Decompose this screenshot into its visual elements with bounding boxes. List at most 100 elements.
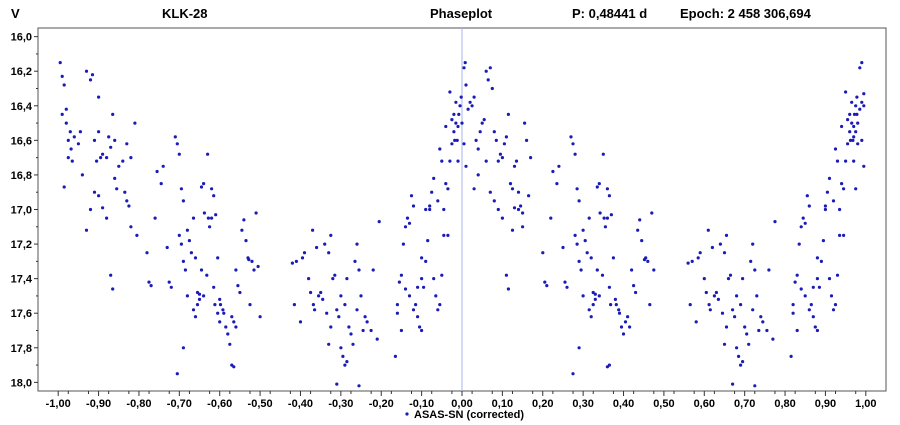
- data-point: [462, 142, 466, 146]
- data-point: [212, 194, 216, 198]
- data-point: [506, 112, 510, 116]
- data-point: [226, 332, 230, 336]
- data-point: [648, 303, 652, 307]
- data-point: [512, 164, 517, 168]
- data-point: [492, 199, 496, 203]
- x-axis: -1,00 -0,90 -0,80 -0,70 -0,60 -0,50 -0,40 -0,30…: [46, 391, 877, 410]
- data-point: [761, 320, 765, 324]
- data-point: [722, 342, 727, 346]
- data-point: [335, 382, 339, 386]
- data-point: [593, 297, 597, 301]
- data-point: [598, 211, 602, 215]
- data-point: [831, 199, 836, 203]
- data-point: [486, 78, 490, 82]
- data-point: [363, 315, 367, 319]
- data-point: [202, 182, 206, 186]
- data-point: [860, 138, 864, 142]
- data-point: [613, 297, 618, 301]
- data-point: [438, 147, 442, 151]
- data-point: [70, 159, 74, 163]
- data-point: [206, 216, 210, 220]
- data-point: [432, 176, 436, 180]
- data-point: [626, 315, 630, 319]
- data-point: [212, 285, 216, 289]
- y-tick-label: 16,2: [11, 66, 32, 78]
- data-point: [218, 303, 223, 307]
- data-point: [811, 315, 815, 319]
- data-point: [791, 311, 795, 315]
- data-point: [823, 207, 828, 212]
- data-point: [628, 325, 632, 329]
- epoch-label: Epoch: 2 458 306,694: [680, 6, 812, 21]
- data-point: [690, 259, 694, 263]
- data-point: [630, 268, 634, 272]
- data-point: [90, 73, 95, 77]
- data-point: [80, 173, 84, 177]
- data-point: [202, 294, 206, 298]
- data-point: [355, 308, 359, 312]
- data-point: [737, 354, 741, 358]
- data-point: [860, 100, 864, 104]
- data-point: [430, 190, 434, 194]
- data-point: [463, 61, 467, 65]
- data-point: [739, 303, 743, 307]
- data-point: [605, 187, 610, 191]
- data-point: [462, 66, 466, 70]
- x-tick-label: 0,30: [572, 398, 593, 410]
- data-point: [549, 216, 553, 220]
- data-point: [460, 121, 464, 125]
- data-point: [573, 152, 577, 156]
- data-point: [401, 242, 405, 246]
- x-tick-label: 0,10: [492, 398, 513, 410]
- data-point: [169, 285, 173, 289]
- data-point: [420, 277, 424, 281]
- data-point: [714, 290, 719, 295]
- x-tick-label: 0,60: [694, 398, 715, 410]
- data-point: [840, 182, 844, 186]
- x-tick-label: -0,60: [207, 398, 232, 410]
- data-point: [216, 256, 220, 260]
- data-point: [587, 308, 591, 312]
- data-point: [185, 294, 189, 298]
- data-point: [294, 259, 298, 263]
- data-point: [793, 280, 797, 284]
- data-point: [424, 207, 428, 212]
- data-point: [345, 277, 349, 281]
- data-point: [600, 273, 605, 277]
- data-point: [842, 187, 846, 191]
- data-point: [688, 303, 692, 307]
- data-point: [504, 135, 508, 139]
- y-tick-label: 17,4: [11, 274, 33, 286]
- x-tick-label: -0,70: [167, 398, 192, 410]
- data-point: [490, 86, 494, 91]
- data-point: [636, 228, 640, 232]
- x-tick-label: 1,00: [855, 398, 876, 410]
- data-point: [222, 311, 226, 315]
- data-point: [181, 199, 185, 203]
- data-point: [298, 320, 303, 324]
- data-point: [258, 315, 262, 319]
- data-point: [371, 268, 375, 272]
- data-point: [492, 130, 496, 134]
- data-point: [450, 142, 454, 146]
- data-point: [854, 104, 858, 108]
- data-point: [852, 135, 856, 139]
- y-tick-label: 17,0: [11, 205, 32, 217]
- data-point: [607, 194, 612, 198]
- data-point: [708, 308, 712, 312]
- data-point: [453, 138, 457, 142]
- data-point: [444, 182, 448, 186]
- data-point: [494, 138, 498, 142]
- data-point: [811, 285, 815, 289]
- data-point: [848, 130, 852, 134]
- data-point: [484, 69, 488, 73]
- data-point: [395, 303, 399, 307]
- data-point: [753, 384, 757, 388]
- data-point: [825, 190, 830, 194]
- data-point: [191, 216, 196, 220]
- data-point: [527, 194, 531, 198]
- data-point: [506, 287, 510, 291]
- y-tick-label: 17,8: [11, 343, 32, 355]
- y-tick-label: 17,2: [11, 239, 32, 251]
